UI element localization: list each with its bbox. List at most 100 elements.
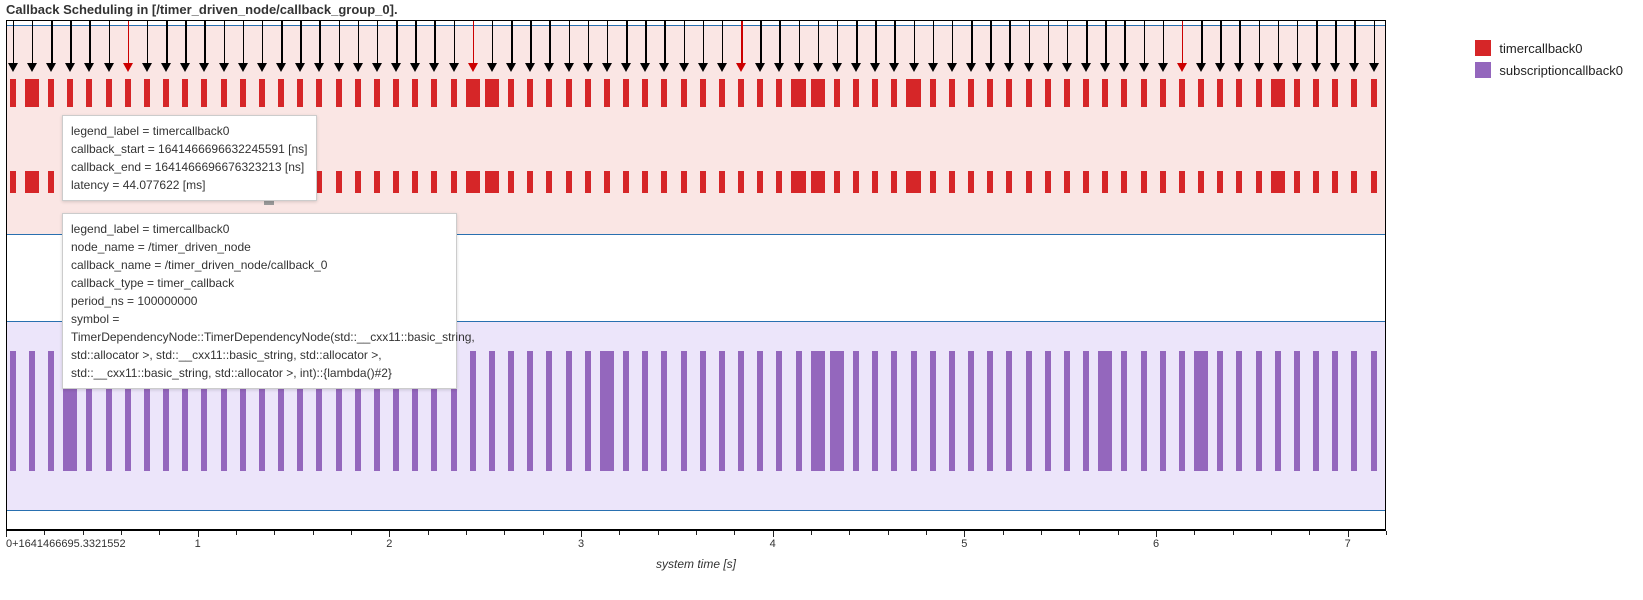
timer-bar[interactable] (25, 171, 39, 193)
timer-bar[interactable] (485, 79, 499, 107)
timer-bar[interactable] (67, 79, 73, 107)
invocation-arrow[interactable] (185, 21, 187, 65)
timer-bar[interactable] (891, 171, 897, 193)
subscription-bar[interactable] (546, 351, 552, 471)
timer-bar[interactable] (485, 171, 499, 193)
timer-bar[interactable] (661, 171, 667, 193)
timer-bar[interactable] (546, 79, 552, 107)
subscription-bar[interactable] (508, 351, 514, 471)
timer-bar[interactable] (642, 79, 648, 107)
invocation-arrow[interactable] (894, 21, 896, 65)
invocation-arrow[interactable] (1259, 21, 1261, 65)
timer-bar[interactable] (719, 171, 725, 193)
subscription-bar[interactable] (1026, 351, 1032, 471)
timer-bar[interactable] (968, 171, 974, 193)
timer-bar[interactable] (106, 79, 112, 107)
timer-bar[interactable] (585, 171, 591, 193)
timer-bar[interactable] (1026, 79, 1032, 107)
subscription-bar[interactable] (1045, 351, 1051, 471)
timer-bar[interactable] (546, 171, 552, 193)
subscription-bar[interactable] (811, 351, 825, 471)
invocation-arrow[interactable] (1144, 21, 1146, 65)
timer-bar[interactable] (1160, 79, 1166, 107)
timer-bar[interactable] (10, 171, 16, 193)
subscription-bar[interactable] (1332, 351, 1338, 471)
timer-bar[interactable] (86, 79, 92, 107)
timer-bar[interactable] (738, 171, 744, 193)
invocation-arrow[interactable] (434, 21, 436, 65)
timer-bar[interactable] (623, 79, 629, 107)
subscription-bar[interactable] (1194, 351, 1208, 471)
timer-bar[interactable] (791, 171, 805, 193)
invocation-arrow[interactable] (645, 21, 647, 65)
timer-bar[interactable] (1064, 79, 1070, 107)
invocation-arrow[interactable] (377, 21, 379, 65)
subscription-bar[interactable] (1236, 351, 1242, 471)
timer-bar[interactable] (1332, 79, 1338, 107)
timer-bar[interactable] (1271, 79, 1285, 107)
subscription-bar[interactable] (872, 351, 878, 471)
timer-bar[interactable] (10, 79, 16, 107)
subscription-bar[interactable] (830, 351, 844, 471)
timer-bar[interactable] (604, 171, 610, 193)
invocation-arrow[interactable] (1009, 21, 1011, 65)
timer-bar[interactable] (431, 79, 437, 107)
timer-bar[interactable] (604, 79, 610, 107)
invocation-arrow[interactable] (569, 21, 571, 65)
invocation-arrow[interactable] (262, 21, 264, 65)
subscription-bar[interactable] (489, 351, 495, 471)
timer-bar[interactable] (853, 171, 859, 193)
invocation-arrow[interactable] (760, 21, 762, 65)
subscription-bar[interactable] (1351, 351, 1357, 471)
invocation-arrow[interactable] (128, 21, 130, 65)
subscription-bar[interactable] (1160, 351, 1166, 471)
invocation-arrow[interactable] (1067, 21, 1069, 65)
timer-bar[interactable] (1083, 171, 1089, 193)
timer-bar[interactable] (355, 79, 361, 107)
timer-bar[interactable] (700, 171, 706, 193)
timer-bar[interactable] (1102, 171, 1108, 193)
timer-bar[interactable] (834, 171, 840, 193)
timer-bar[interactable] (466, 171, 480, 193)
invocation-arrow[interactable] (1029, 21, 1031, 65)
timer-bar[interactable] (1179, 79, 1185, 107)
subscription-bar[interactable] (987, 351, 993, 471)
timer-bar[interactable] (412, 171, 418, 193)
invocation-arrow[interactable] (722, 21, 724, 65)
subscription-bar[interactable] (1256, 351, 1262, 471)
invocation-arrow[interactable] (147, 21, 149, 65)
invocation-arrow[interactable] (703, 21, 705, 65)
subscription-bar[interactable] (1121, 351, 1127, 471)
timer-bar[interactable] (374, 79, 380, 107)
timer-bar[interactable] (1045, 171, 1051, 193)
timer-bar[interactable] (1121, 171, 1127, 193)
timer-bar[interactable] (221, 79, 227, 107)
timer-bar[interactable] (182, 79, 188, 107)
subscription-bar[interactable] (1006, 351, 1012, 471)
invocation-arrow[interactable] (204, 21, 206, 65)
subscription-bar[interactable] (1313, 351, 1319, 471)
timer-bar[interactable] (791, 79, 805, 107)
subscription-bar[interactable] (48, 351, 54, 471)
timer-bar[interactable] (393, 79, 399, 107)
invocation-arrow[interactable] (549, 21, 551, 65)
timer-bar[interactable] (566, 79, 572, 107)
subscription-bar[interactable] (1064, 351, 1070, 471)
timer-bar[interactable] (1083, 79, 1089, 107)
timer-bar[interactable] (316, 79, 322, 107)
subscription-bar[interactable] (1098, 351, 1112, 471)
subscription-bar[interactable] (1294, 351, 1300, 471)
subscription-bar[interactable] (623, 351, 629, 471)
subscription-bar[interactable] (585, 351, 591, 471)
timer-bar[interactable] (278, 79, 284, 107)
timer-bar[interactable] (681, 171, 687, 193)
timer-bar[interactable] (1313, 79, 1319, 107)
invocation-arrow[interactable] (300, 21, 302, 65)
subscription-bar[interactable] (661, 351, 667, 471)
timer-bar[interactable] (642, 171, 648, 193)
invocation-arrow[interactable] (224, 21, 226, 65)
timer-bar[interactable] (930, 79, 936, 107)
subscription-bar[interactable] (968, 351, 974, 471)
invocation-arrow[interactable] (243, 21, 245, 65)
timer-bar[interactable] (585, 79, 591, 107)
